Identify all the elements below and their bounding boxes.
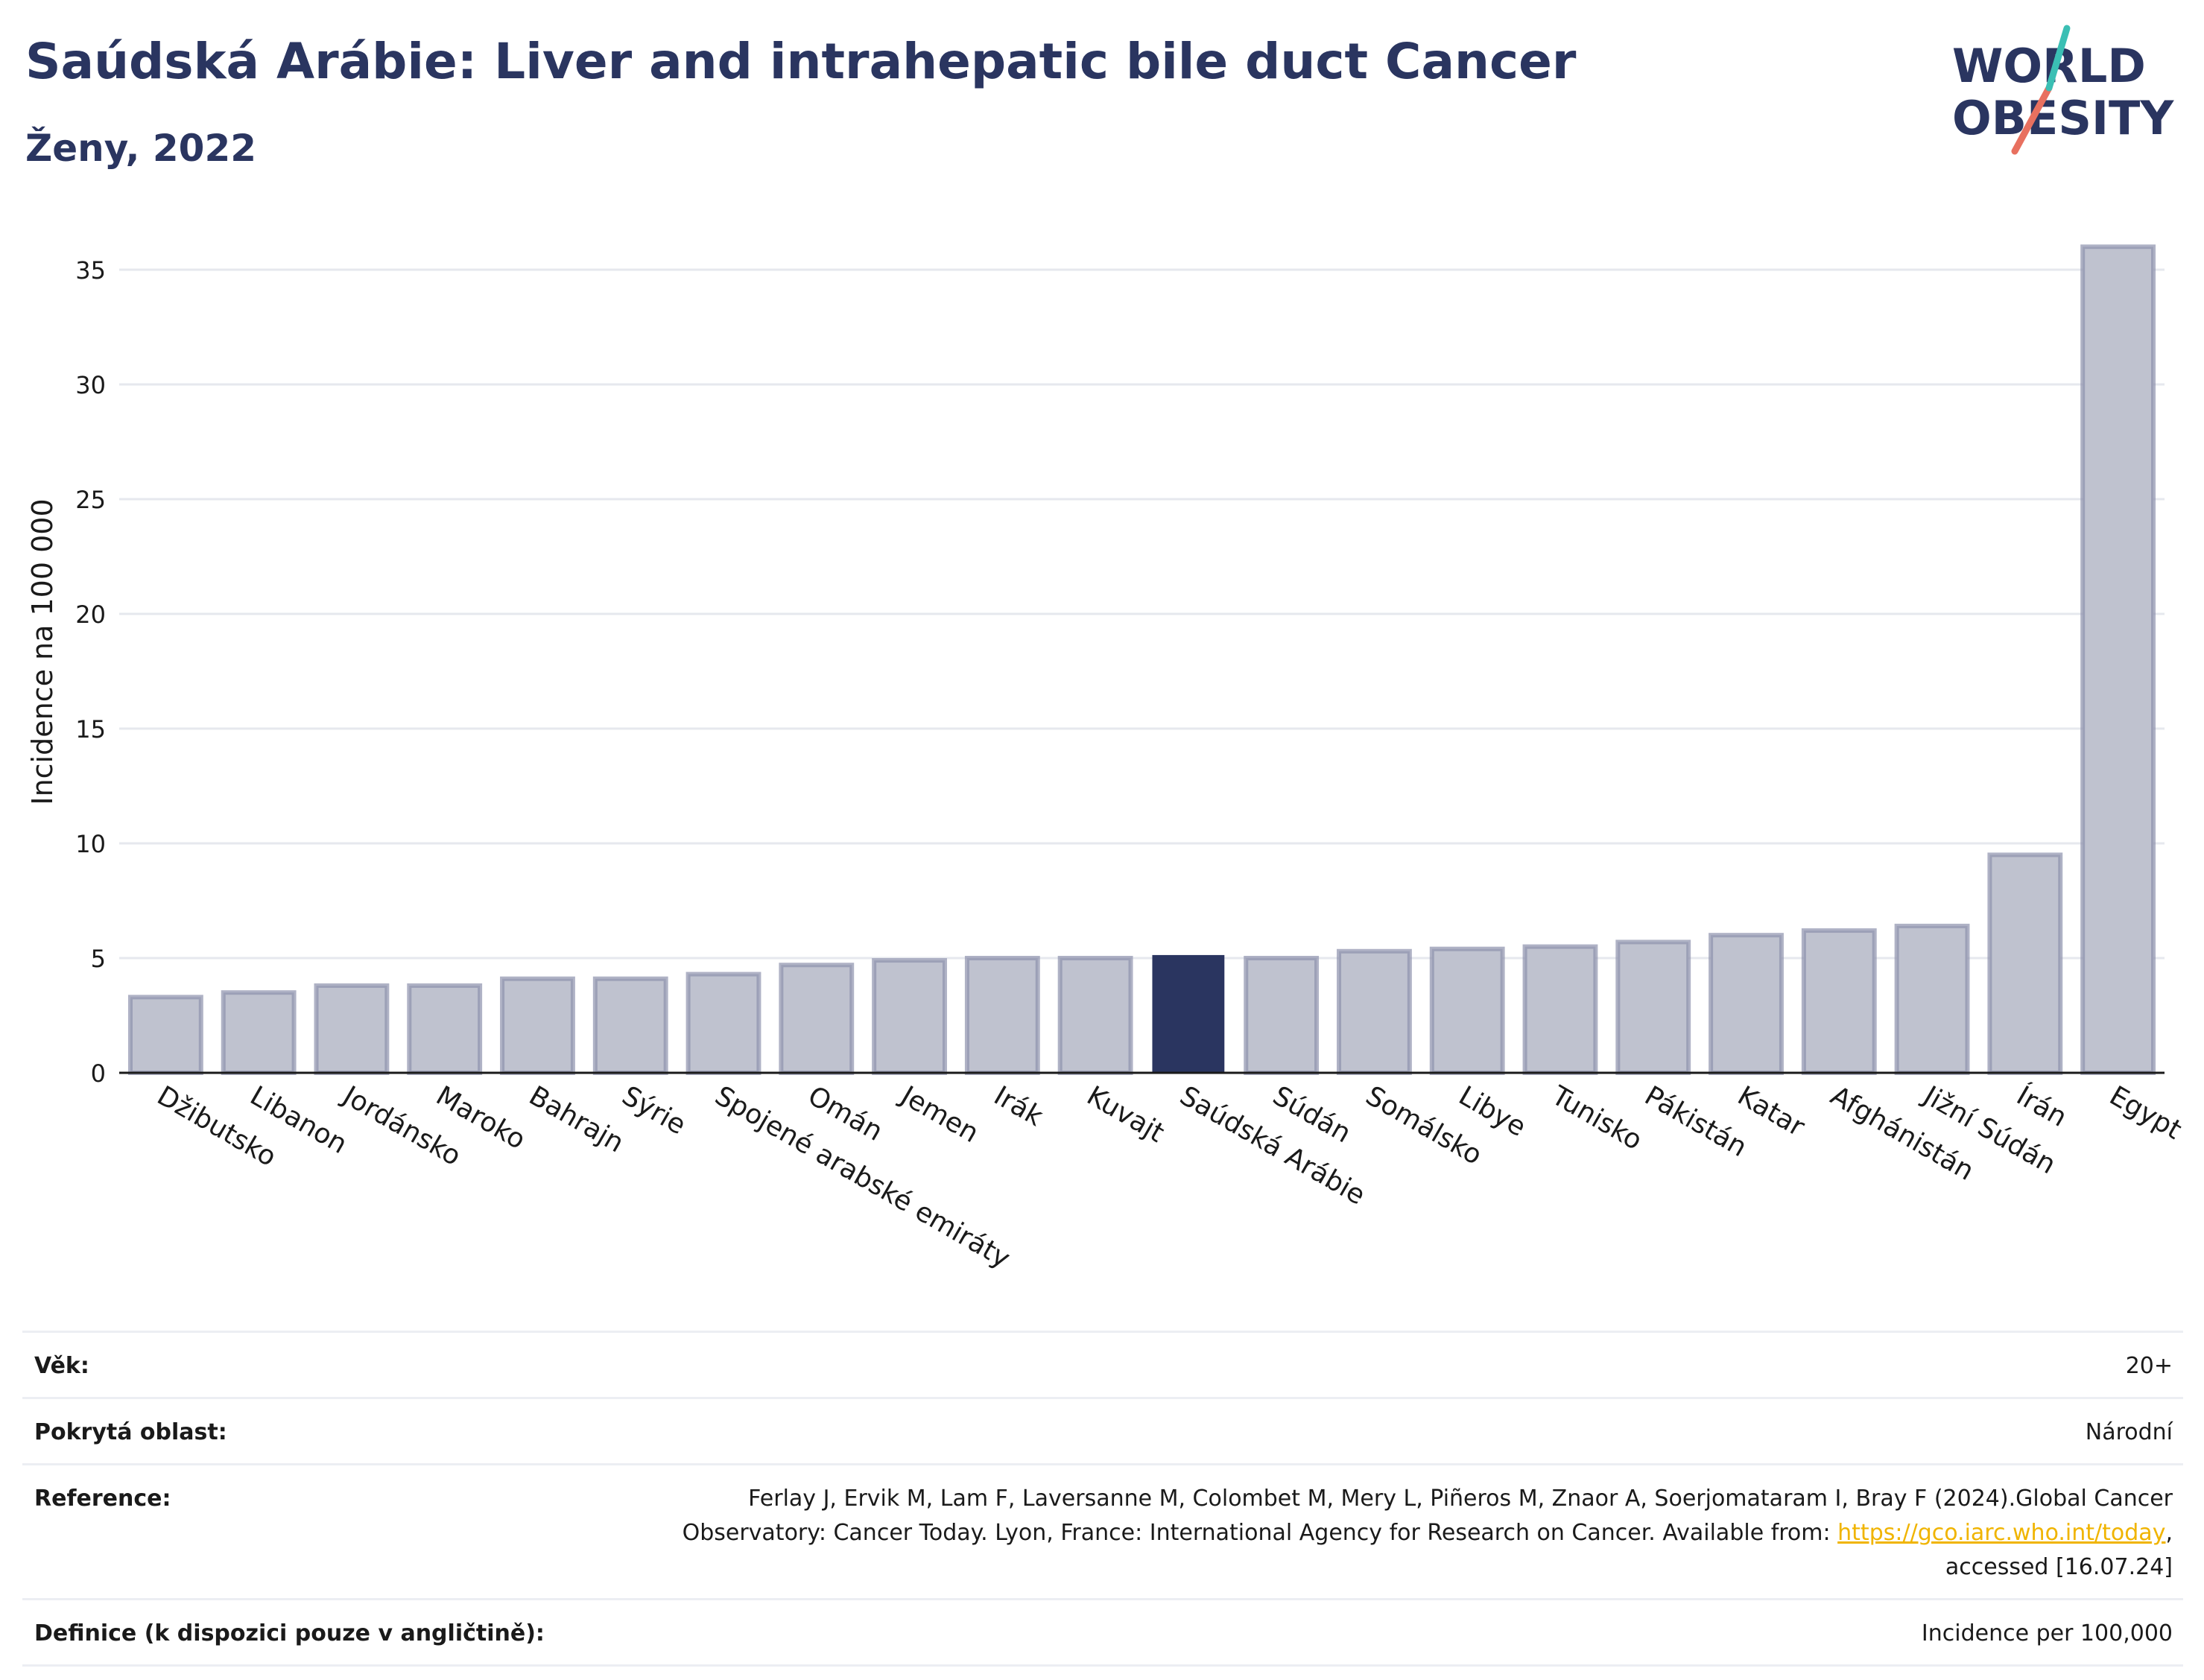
definition-value: Incidence per 100,000 <box>1921 1620 2173 1646</box>
info-row-coverage: Pokrytá oblast: Národní <box>22 1397 2183 1463</box>
coverage-label: Pokrytá oblast: <box>34 1419 227 1445</box>
y-tick-label: 10 <box>75 830 106 858</box>
chart-title: Saúdská Arábie: Liver and intrahepatic b… <box>25 33 1577 90</box>
gridlines <box>119 268 2165 960</box>
y-tick-label: 15 <box>75 715 106 744</box>
logo-slash-teal <box>2045 25 2071 92</box>
bars <box>127 244 2156 1076</box>
y-tick-label: 0 <box>91 1059 106 1088</box>
bar-11[interactable] <box>1152 954 1225 1074</box>
bar-13[interactable] <box>1337 948 1412 1076</box>
bar-16[interactable] <box>1615 939 1691 1075</box>
x-tick-label: Jemen <box>894 1080 984 1149</box>
y-tick-label: 25 <box>75 486 106 514</box>
bar-15[interactable] <box>1522 944 1598 1075</box>
y-tick-label: 20 <box>75 600 106 629</box>
age-value: 20+ <box>2125 1353 2173 1379</box>
reference-label: Reference: <box>34 1486 171 1512</box>
y-axis-title: Incidence na 100 000 <box>26 498 59 805</box>
bar-10[interactable] <box>1057 956 1133 1075</box>
world-obesity-logo: WORLD OBESITY <box>1952 25 2174 155</box>
reference-text-2: , accessed [16.07.24] <box>1945 1520 2173 1580</box>
bar-18[interactable] <box>1801 928 1877 1076</box>
logo-slash-red <box>2011 84 2053 155</box>
info-row-reference: Reference: Ferlay J, Ervik M, Lam F, Lav… <box>22 1463 2183 1598</box>
x-tick-label: Írán <box>2011 1080 2072 1133</box>
x-tick-label: Tunisko <box>1546 1080 1647 1156</box>
bar-2[interactable] <box>314 983 390 1075</box>
x-tick-label: Bahrajn <box>524 1080 629 1158</box>
bar-17[interactable] <box>1709 933 1784 1075</box>
bar-14[interactable] <box>1429 946 1505 1076</box>
bar-9[interactable] <box>964 956 1040 1075</box>
bar-0[interactable] <box>127 995 203 1075</box>
age-label: Věk: <box>34 1353 89 1379</box>
y-tick-label: 30 <box>75 371 106 399</box>
x-tick-label: Kuvajt <box>1082 1080 1170 1149</box>
x-tick-label: Pákistán <box>1639 1080 1752 1163</box>
reference-value: Ferlay J, Ervik M, Lam F, Laversanne M, … <box>683 1482 2173 1585</box>
info-row-definition: Definice (k dispozici pouze v angličtině… <box>22 1598 2183 1667</box>
bar-3[interactable] <box>407 983 483 1075</box>
reference-text-1: Ferlay J, Ervik M, Lam F, Laversanne M, … <box>682 1486 2173 1546</box>
y-tick-label: 5 <box>91 945 106 973</box>
bar-6[interactable] <box>685 971 761 1076</box>
x-tick-label: Irák <box>989 1080 1048 1132</box>
x-tick-label: Egypt <box>2104 1080 2186 1145</box>
bar-19[interactable] <box>1894 923 1970 1075</box>
logo-line2: OBESITY <box>1952 91 2174 145</box>
reference-link[interactable]: https://gco.iarc.who.int/today <box>1837 1520 2166 1546</box>
bar-5[interactable] <box>592 976 668 1075</box>
chart-subtitle: Ženy, 2022 <box>25 127 257 170</box>
bar-20[interactable] <box>1987 852 2063 1076</box>
coverage-value: Národní <box>2085 1419 2173 1445</box>
definition-label: Definice (k dispozici pouze v angličtině… <box>34 1620 545 1646</box>
bar-7[interactable] <box>779 963 855 1075</box>
bar-4[interactable] <box>500 976 575 1075</box>
bar-8[interactable] <box>872 958 947 1075</box>
bar-1[interactable] <box>221 990 297 1075</box>
info-table: Věk: 20+ Pokrytá oblast: Národní Referen… <box>22 1331 2183 1667</box>
info-row-age: Věk: 20+ <box>22 1331 2183 1397</box>
y-tick-label: 35 <box>75 256 106 285</box>
bar-21[interactable] <box>2080 244 2156 1076</box>
bar-12[interactable] <box>1244 956 1320 1075</box>
